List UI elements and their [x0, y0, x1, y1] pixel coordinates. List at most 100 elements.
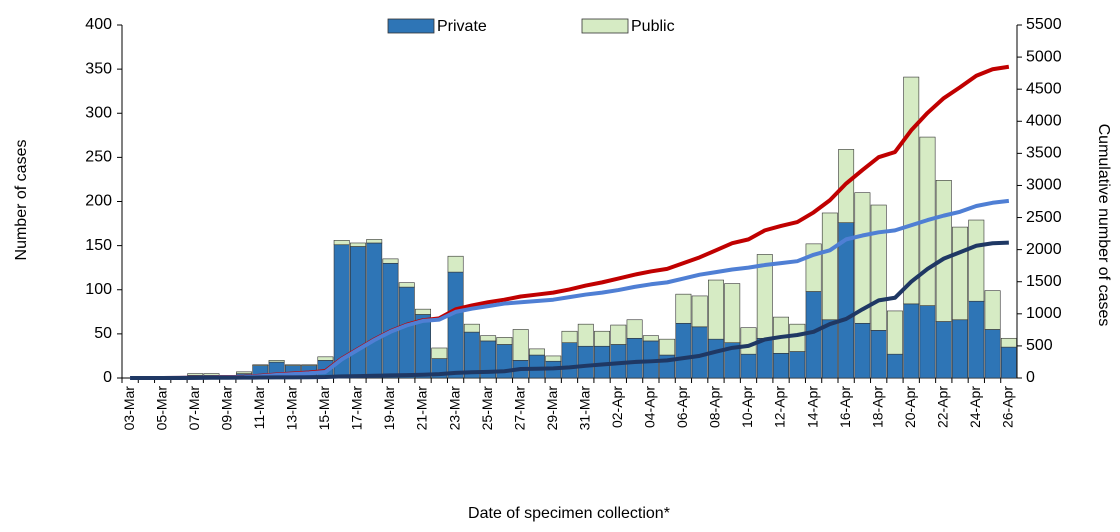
bar — [952, 319, 968, 379]
bar — [870, 204, 887, 331]
x-tick-label: 26-Apr — [1000, 386, 1016, 428]
bar — [740, 327, 757, 355]
bar — [675, 322, 692, 379]
bar — [447, 255, 464, 273]
bar — [594, 330, 610, 347]
y-tick-label: 50 — [94, 325, 112, 342]
bar — [821, 212, 838, 321]
bar — [1000, 337, 1017, 348]
bar — [935, 180, 952, 322]
x-tick-label: 29-Mar — [544, 386, 560, 431]
y2-tick-label: 0 — [1026, 369, 1035, 386]
x-tick-label: 31-Mar — [576, 386, 592, 431]
y2-tick-label: 3500 — [1026, 145, 1062, 162]
x-tick-label: 07-Mar — [186, 386, 202, 431]
bar — [887, 310, 903, 355]
bar — [382, 262, 399, 379]
bar — [659, 338, 676, 356]
bar — [561, 330, 578, 344]
bar — [1000, 346, 1017, 379]
bar — [317, 356, 334, 361]
x-tick-label: 11-Mar — [251, 386, 267, 430]
bar — [268, 360, 285, 363]
bar — [187, 373, 204, 376]
bar — [252, 364, 269, 366]
x-tick-label: 19-Mar — [381, 386, 397, 431]
bar — [577, 345, 594, 379]
y2-tick-label: 1000 — [1026, 305, 1062, 322]
bar — [382, 258, 399, 264]
x-tick-label: 16-Apr — [837, 386, 853, 428]
bar — [903, 303, 920, 379]
x-tick-label: 25-Mar — [479, 386, 495, 431]
x-tick-label: 10-Apr — [739, 386, 755, 428]
bar — [642, 335, 659, 342]
bar — [480, 335, 497, 342]
bar — [529, 354, 545, 379]
bar — [577, 323, 594, 347]
bar — [919, 305, 936, 379]
bar — [463, 323, 480, 333]
bar — [838, 222, 855, 379]
y-axis-title: Number of cases — [13, 140, 30, 261]
bar — [724, 283, 741, 344]
bar — [398, 282, 415, 288]
bar — [756, 337, 773, 379]
y-tick-label: 400 — [85, 16, 112, 33]
x-tick-label: 03-Mar — [121, 386, 137, 431]
bar — [561, 342, 578, 379]
bar — [350, 242, 366, 247]
legend-label: Public — [631, 18, 675, 35]
bar — [968, 300, 985, 379]
bar — [301, 364, 318, 366]
bar — [284, 364, 301, 366]
line — [130, 240, 1009, 380]
y-tick-label: 250 — [85, 149, 112, 166]
bar — [984, 290, 1001, 330]
x-tick-label: 18-Apr — [869, 386, 885, 428]
y2-tick-label: 5500 — [1026, 16, 1062, 33]
y-tick-label: 100 — [85, 281, 112, 298]
bar — [789, 351, 806, 379]
y-tick-label: 150 — [85, 237, 112, 254]
x-tick-label: 09-Mar — [218, 386, 234, 431]
bar — [350, 246, 366, 379]
bar — [805, 243, 822, 292]
bar — [691, 295, 708, 328]
bar — [512, 329, 529, 361]
bar — [708, 279, 724, 340]
legend-swatch — [581, 18, 629, 34]
bar — [366, 242, 383, 379]
bar — [626, 337, 643, 379]
x-tick-label: 14-Apr — [804, 386, 820, 428]
x-tick-label: 13-Mar — [284, 386, 300, 431]
bar — [968, 219, 985, 302]
bar — [984, 329, 1001, 379]
x-tick-label: 20-Apr — [902, 386, 918, 428]
x-tick-label: 24-Apr — [967, 386, 983, 428]
bar — [789, 323, 806, 352]
y-tick-label: 300 — [85, 104, 112, 121]
bar — [431, 347, 448, 359]
bar — [203, 373, 220, 376]
bar — [415, 308, 431, 315]
y2-axis-title: Cumulative number of cases — [1095, 124, 1112, 327]
x-tick-label: 21-Mar — [414, 386, 430, 431]
bar — [773, 352, 789, 379]
y2-tick-label: 2500 — [1026, 209, 1062, 226]
x-tick-label: 06-Apr — [674, 386, 690, 428]
bar — [870, 330, 887, 379]
legend-label: Private — [437, 18, 487, 35]
x-tick-label: 17-Mar — [349, 386, 365, 431]
bar — [610, 324, 627, 345]
x-tick-label: 22-Apr — [934, 386, 950, 428]
y-tick-label: 350 — [85, 60, 112, 77]
bar — [952, 226, 968, 321]
bar — [903, 76, 920, 305]
x-tick-label: 12-Apr — [772, 386, 788, 428]
y2-tick-label: 5000 — [1026, 48, 1062, 65]
bar — [691, 326, 708, 379]
y2-tick-label: 500 — [1026, 337, 1053, 354]
